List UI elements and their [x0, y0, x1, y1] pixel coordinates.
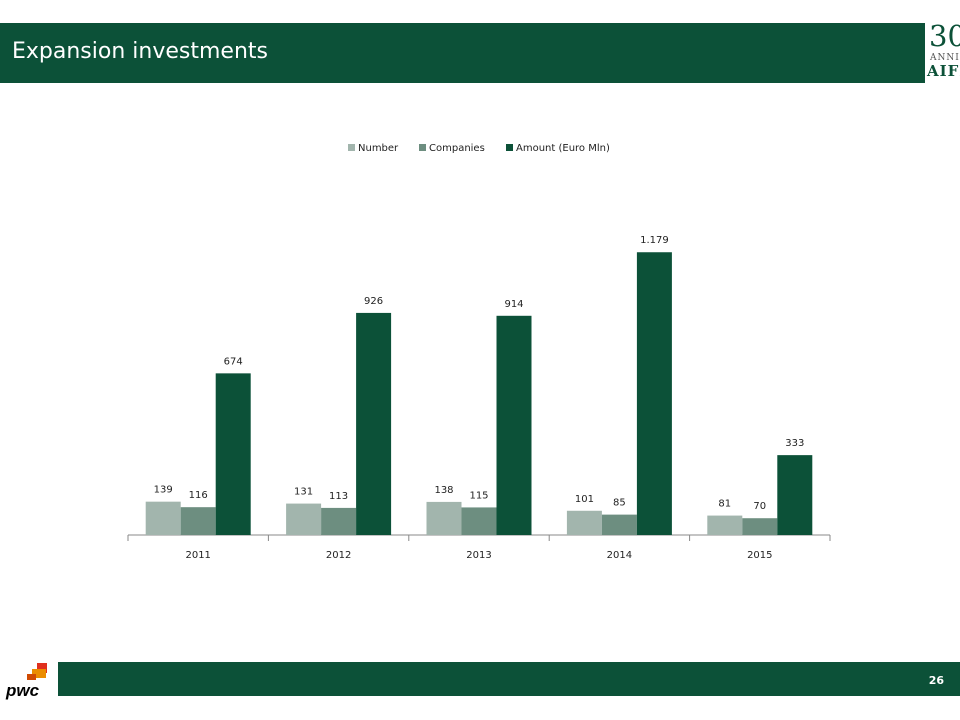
data-label: 70: [753, 501, 766, 512]
bar-companies: [601, 514, 637, 535]
data-label: 926: [364, 296, 383, 307]
aifi-logo-text: AIFI: [927, 62, 960, 80]
data-label: 115: [469, 490, 488, 501]
legend-swatch: [419, 144, 426, 151]
bar-companies: [461, 507, 497, 535]
data-label: 116: [189, 490, 208, 501]
slide-title: Expansion investments: [12, 39, 268, 64]
data-label: 138: [434, 485, 453, 496]
bar-number: [426, 501, 462, 535]
bar-number: [286, 503, 322, 535]
data-label: 81: [718, 499, 731, 510]
data-label: 101: [575, 494, 594, 505]
data-label: 113: [329, 491, 348, 502]
legend-label: Number: [358, 143, 399, 154]
legend-swatch: [348, 144, 355, 151]
x-tick-label: 2013: [466, 550, 491, 561]
data-label: 674: [224, 356, 243, 367]
bar-companies: [742, 518, 778, 535]
pwc-logo-icon: pwc: [5, 663, 47, 700]
bar-amount: [496, 315, 532, 535]
legend-label: Amount (Euro Mln): [516, 143, 610, 154]
bar-amount: [215, 373, 251, 535]
bar-amount: [777, 455, 813, 535]
data-label: 914: [504, 299, 523, 310]
legend-label: Companies: [429, 143, 485, 154]
x-tick-label: 2011: [185, 550, 210, 561]
x-tick-label: 2012: [326, 550, 351, 561]
legend-swatch: [506, 144, 513, 151]
data-label: 1.179: [640, 235, 669, 246]
data-label: 85: [613, 498, 626, 509]
page-number: 26: [928, 674, 944, 687]
bar-number: [707, 515, 743, 535]
aifi-logo-number: 30: [929, 19, 960, 53]
title-bar: [0, 23, 925, 83]
data-label: 139: [154, 485, 173, 496]
x-tick-label: 2015: [747, 550, 772, 561]
bar-amount: [636, 252, 672, 535]
data-label: 333: [785, 438, 804, 449]
aifi-logo-anni: ANNI: [930, 53, 960, 63]
bar-companies: [321, 507, 357, 535]
x-tick-label: 2014: [607, 550, 632, 561]
bar-number: [566, 510, 602, 535]
bar-amount: [356, 312, 392, 535]
pwc-logo-text: pwc: [5, 681, 40, 700]
footer-bar: [58, 662, 960, 696]
bar-number: [145, 501, 181, 535]
bar-companies: [180, 507, 216, 535]
data-label: 131: [294, 487, 313, 498]
